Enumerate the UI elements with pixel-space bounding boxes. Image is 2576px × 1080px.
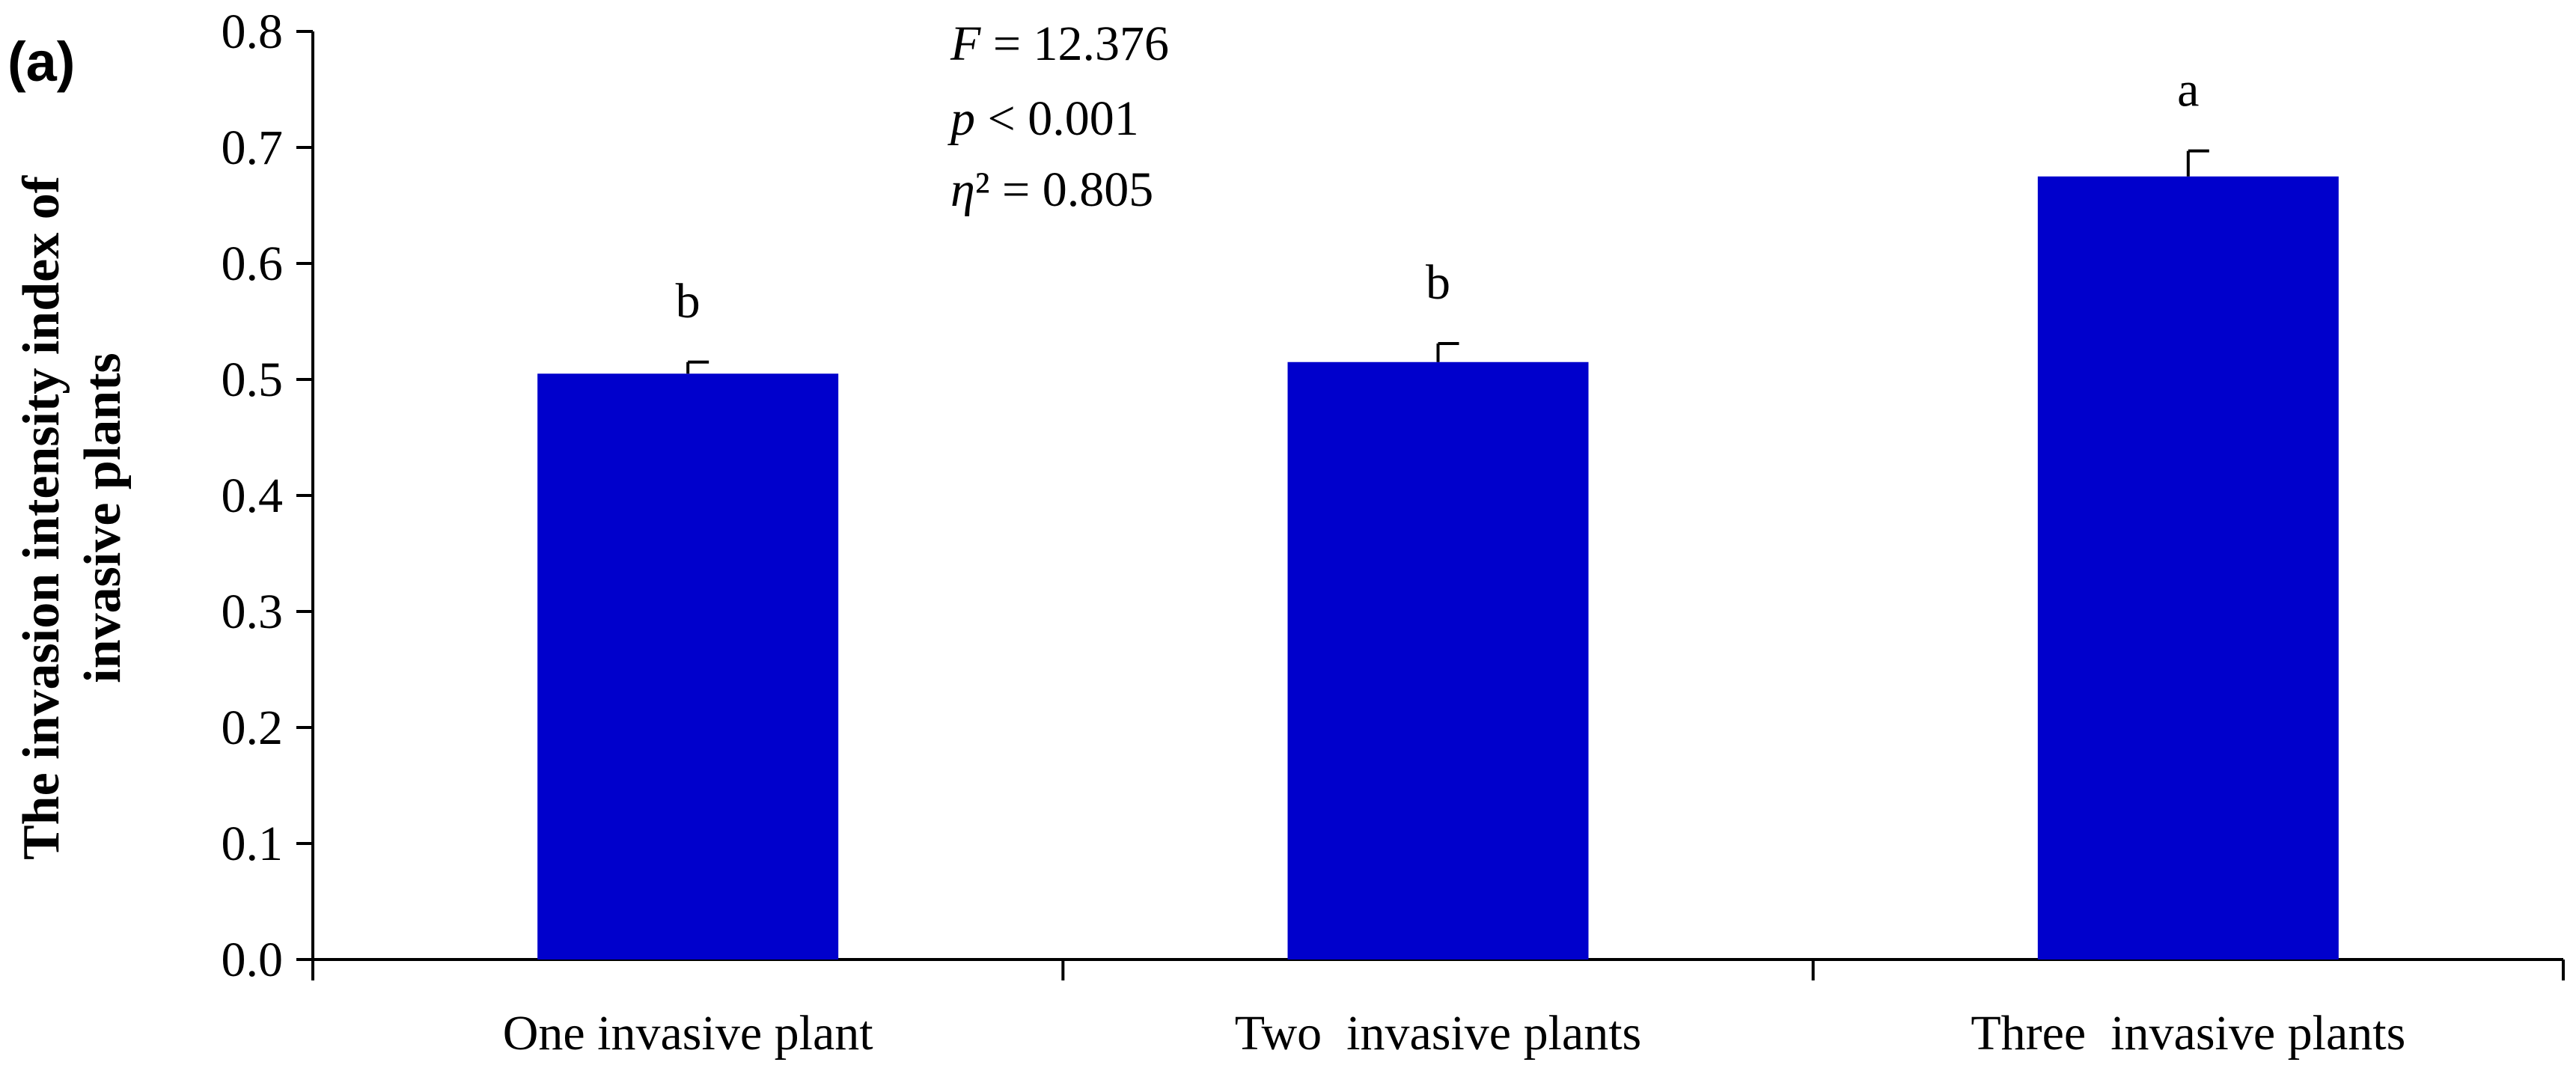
f-statistic: F = 12.376: [950, 16, 1169, 71]
significance-letter: b: [1426, 255, 1450, 310]
y-axis-label: The invasion intensity index of: [13, 175, 70, 860]
eta-symbol: η: [950, 162, 975, 217]
x-category-label: Two invasive plants: [1235, 1006, 1641, 1061]
significance-letter: a: [2177, 63, 2199, 118]
x-category-label: Three invasive plants: [1971, 1006, 2405, 1061]
panel-label: (a): [7, 31, 75, 93]
y-tick-label: 0.8: [222, 4, 284, 59]
p-value-text: < 0.001: [975, 91, 1139, 146]
y-tick-label: 0.5: [222, 353, 284, 407]
y-tick-label: 0.7: [222, 120, 284, 175]
x-category-label: One invasive plant: [503, 1006, 873, 1061]
y-axis-label-line-2-text: invasive plants: [74, 353, 132, 683]
y-tick-label: 0.4: [222, 469, 284, 523]
f-symbol: F: [950, 16, 981, 71]
significance-letter: b: [676, 274, 701, 329]
eta-squared: η² = 0.805: [950, 162, 1153, 217]
eta-value: ² = 0.805: [975, 162, 1154, 217]
y-tick-label: 0.0: [222, 933, 284, 987]
y-tick-label: 0.6: [222, 237, 284, 291]
y-tick-label: 0.2: [222, 701, 284, 755]
y-axis-label-line-1: The invasion intensity index of: [13, 175, 70, 860]
y-tick-label: 0.3: [222, 585, 284, 639]
f-value: = 12.376: [980, 16, 1169, 71]
bar: [2037, 176, 2339, 960]
bars: b b a: [537, 63, 2339, 960]
y-tick-label: 0.1: [222, 817, 284, 871]
p-symbol: p: [947, 91, 975, 146]
y-axis-label-line-2: invasive plants: [74, 353, 132, 683]
axes: 0.0 0.1 0.2 0.3 0.4 0.5 0.6 0.7 0.8 One invasive …: [222, 4, 2565, 1061]
bar: [1287, 361, 1589, 960]
bar: [537, 373, 839, 960]
p-value: p < 0.001: [947, 91, 1139, 146]
